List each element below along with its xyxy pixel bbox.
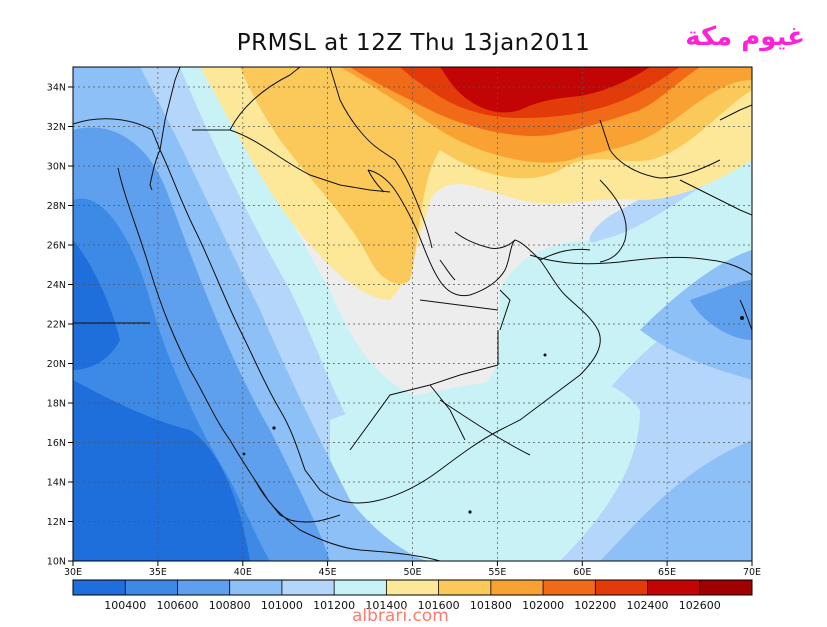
field-102600 — [440, 67, 650, 113]
field-100800-east — [690, 280, 752, 340]
colorbar-swatch — [699, 580, 753, 595]
colorbar-labels: 100400 100600 100800 101000 101200 101400 1016… — [104, 599, 721, 612]
lon-label: 45E — [319, 567, 337, 578]
colorbar-swatch — [177, 580, 231, 595]
island-dots — [242, 316, 744, 514]
field-100400-b — [73, 240, 120, 370]
colorbar-label: 101400 — [365, 599, 407, 612]
colorbar-label: 100800 — [209, 599, 251, 612]
colorbar-swatch — [125, 580, 178, 595]
lat-label: 28N — [47, 201, 66, 212]
lat-lon-grid — [73, 67, 752, 561]
lon-label: 50E — [403, 567, 421, 578]
field-100400 — [73, 380, 250, 561]
lat-label: 20N — [47, 359, 66, 370]
colorbar-label: 102400 — [627, 599, 669, 612]
coastlines — [73, 67, 752, 561]
colorbar-label: 101000 — [261, 599, 303, 612]
colorbar-label: 100400 — [104, 599, 146, 612]
lat-label: 18N — [47, 399, 66, 410]
colorbar-swatch — [386, 580, 440, 595]
lat-label: 30N — [47, 162, 66, 173]
colorbar-swatch — [281, 580, 335, 595]
brand-arabic-text: غيوم مكة — [685, 22, 805, 52]
colorbar-swatch — [334, 580, 387, 595]
lon-label: 65E — [658, 567, 676, 578]
lon-label: 40E — [234, 567, 252, 578]
lon-labels: 30E 35E 40E 45E 50E 55E 60E 65E 70E — [64, 567, 761, 578]
lat-label: 34N — [47, 83, 66, 94]
watermark-text: albrari.com — [352, 606, 449, 626]
lon-label: 70E — [743, 567, 761, 578]
lon-label: 30E — [64, 567, 82, 578]
colorbar-label: 101200 — [313, 599, 355, 612]
lat-label: 14N — [47, 478, 66, 489]
colorbar-swatches — [73, 580, 753, 595]
lat-label: 26N — [47, 241, 66, 252]
colorbar-swatch — [229, 580, 283, 595]
field-101000-e — [640, 250, 752, 380]
map-title: PRMSL at 12Z Thu 13jan2011 — [236, 30, 591, 56]
lat-label: 10N — [47, 557, 66, 568]
colorbar-swatch — [543, 580, 596, 595]
colorbar-frame — [72, 579, 753, 596]
lat-label: 12N — [47, 517, 66, 528]
colorbar-label: 102000 — [522, 599, 564, 612]
lon-label: 60E — [573, 567, 591, 578]
colorbar-swatch — [647, 580, 701, 595]
field-101000-se — [600, 440, 752, 561]
colorbar-label: 100600 — [156, 599, 198, 612]
field-101400-south — [330, 371, 640, 561]
lon-label: 55E — [488, 567, 506, 578]
pressure-fields — [73, 67, 752, 561]
lat-label: 22N — [47, 320, 66, 331]
lon-label: 35E — [149, 567, 167, 578]
lat-label: 32N — [47, 122, 66, 133]
colorbar-label: 102200 — [574, 599, 616, 612]
borders — [73, 67, 591, 451]
field-101200-east — [589, 110, 752, 243]
lat-label: 24N — [47, 280, 66, 291]
colorbar-label: 102600 — [679, 599, 721, 612]
lat-labels: 34N 32N 30N 28N 26N 24N 22N 20N 18N 16N … — [47, 83, 66, 568]
tick-marks — [68, 86, 753, 566]
colorbar-swatch — [490, 580, 544, 595]
colorbar: 100400 100600 100800 101000 101200 101400 1016… — [72, 579, 753, 612]
lat-label: 16N — [47, 438, 66, 449]
colorbar-swatch — [595, 580, 649, 595]
colorbar-swatch — [73, 580, 126, 595]
colorbar-label: 101800 — [470, 599, 512, 612]
colorbar-swatch — [438, 580, 492, 595]
colorbar-label: 101600 — [418, 599, 460, 612]
